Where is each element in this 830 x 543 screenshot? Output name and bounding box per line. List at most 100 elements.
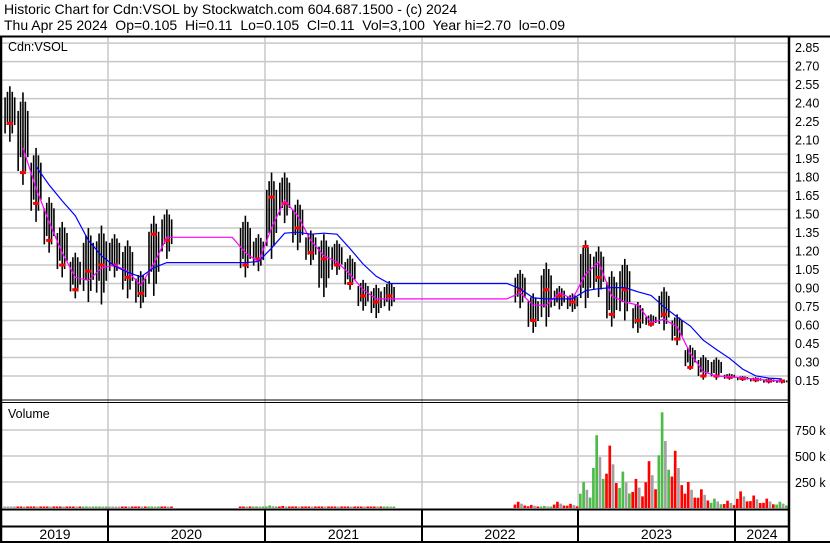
close-mark bbox=[765, 379, 772, 383]
price-tick-label: 2.85 bbox=[795, 41, 819, 55]
price-tick-label: 1.80 bbox=[795, 171, 819, 185]
volume-bar bbox=[579, 493, 582, 508]
volume-bar bbox=[667, 469, 670, 508]
volume-bar bbox=[552, 504, 556, 508]
volume-bar bbox=[379, 506, 383, 508]
volume-bar bbox=[22, 506, 26, 508]
volume-bar bbox=[742, 496, 746, 508]
price-tick-label: 2.55 bbox=[795, 78, 819, 92]
volume-bar bbox=[382, 506, 386, 508]
volume-bar bbox=[294, 506, 298, 508]
volume-bar bbox=[265, 506, 268, 508]
price-tick-label: 2.10 bbox=[795, 134, 819, 148]
volume-bars bbox=[3, 412, 788, 508]
volume-bar bbox=[690, 489, 693, 508]
volume-bar bbox=[98, 506, 101, 508]
volume-bar bbox=[654, 489, 657, 508]
volume-bar bbox=[719, 504, 723, 508]
volume-bar bbox=[72, 506, 75, 508]
volume-bar bbox=[680, 485, 684, 508]
close-mark bbox=[347, 282, 354, 286]
volume-bar bbox=[359, 506, 363, 508]
volume-bar bbox=[683, 493, 687, 508]
close-mark bbox=[517, 288, 524, 292]
volume-bar bbox=[52, 506, 56, 508]
volume-bar bbox=[549, 506, 553, 508]
volume-bar bbox=[775, 504, 778, 508]
volume-bar bbox=[575, 506, 579, 508]
ma-long-line bbox=[35, 166, 782, 380]
volume-bar bbox=[160, 506, 164, 508]
volume-bar bbox=[137, 506, 141, 508]
volume-bar bbox=[3, 506, 7, 508]
year-axis: 2019 2020 2021 2022 2023 2024 bbox=[39, 510, 778, 542]
volume-bar bbox=[765, 498, 769, 508]
close-mark bbox=[569, 300, 576, 304]
volume-bar bbox=[88, 506, 92, 508]
volume-bar bbox=[121, 506, 124, 508]
volume-bar bbox=[585, 489, 589, 508]
volume-bar bbox=[261, 506, 265, 508]
volume-bar bbox=[693, 497, 697, 508]
volume-bar bbox=[752, 495, 756, 508]
volume-bar bbox=[327, 506, 330, 508]
volume-bar bbox=[758, 503, 762, 508]
volume-bar bbox=[562, 505, 566, 508]
volume-tick-label: 250 k bbox=[795, 476, 826, 490]
volume-bar bbox=[85, 506, 88, 508]
volume-bar bbox=[673, 450, 677, 508]
volume-bar bbox=[32, 506, 36, 508]
close-mark bbox=[255, 257, 262, 261]
volume-bar bbox=[595, 435, 599, 508]
volume-bar bbox=[732, 505, 736, 508]
volume-bar bbox=[333, 506, 337, 508]
close-mark bbox=[19, 171, 26, 175]
volume-bar bbox=[739, 491, 742, 508]
volume-bar bbox=[677, 467, 680, 508]
volume-bar bbox=[523, 505, 527, 508]
close-mark bbox=[608, 312, 615, 316]
volume-bar bbox=[251, 506, 255, 508]
volume-bar bbox=[166, 506, 170, 508]
price-tick-label: 1.95 bbox=[795, 152, 819, 166]
close-mark bbox=[281, 201, 288, 205]
volume-bar bbox=[363, 506, 366, 508]
volume-bar bbox=[634, 478, 638, 508]
volume-bar bbox=[631, 491, 635, 508]
close-mark bbox=[242, 263, 249, 267]
volume-tick-label: 500 k bbox=[795, 450, 826, 464]
volume-bar bbox=[762, 502, 765, 508]
volume-bar bbox=[664, 441, 667, 508]
close-mark bbox=[163, 238, 170, 242]
volume-bar bbox=[19, 506, 23, 508]
volume-bar bbox=[147, 506, 150, 508]
volume-bar bbox=[101, 506, 105, 508]
close-mark bbox=[268, 195, 275, 199]
volume-bar bbox=[26, 506, 29, 508]
volume-bar bbox=[713, 498, 716, 508]
volume-bar bbox=[81, 506, 85, 508]
close-mark bbox=[6, 121, 13, 125]
volume-bar bbox=[94, 506, 98, 508]
volume-bar bbox=[729, 502, 733, 508]
close-mark bbox=[59, 263, 66, 267]
volume-bar bbox=[768, 501, 772, 508]
volume-bar bbox=[592, 467, 595, 508]
volume-bar bbox=[605, 473, 608, 508]
volume-bar bbox=[127, 506, 131, 508]
volume-bar bbox=[117, 506, 121, 508]
close-mark bbox=[46, 238, 53, 242]
volume-bar bbox=[91, 506, 95, 508]
volume-bar bbox=[284, 506, 288, 508]
close-mark bbox=[137, 291, 144, 295]
close-mark bbox=[150, 232, 157, 236]
close-mark bbox=[72, 288, 79, 292]
volume-bar bbox=[170, 506, 173, 508]
volume-bar bbox=[369, 506, 373, 508]
axis-labels: 0.15 0.30 0.45 0.60 0.75 0.90 1.05 1.20 1.35 1.50… bbox=[795, 41, 826, 490]
volume-bar bbox=[647, 461, 651, 508]
volume-bar bbox=[55, 506, 59, 508]
volume-bar bbox=[386, 506, 389, 508]
